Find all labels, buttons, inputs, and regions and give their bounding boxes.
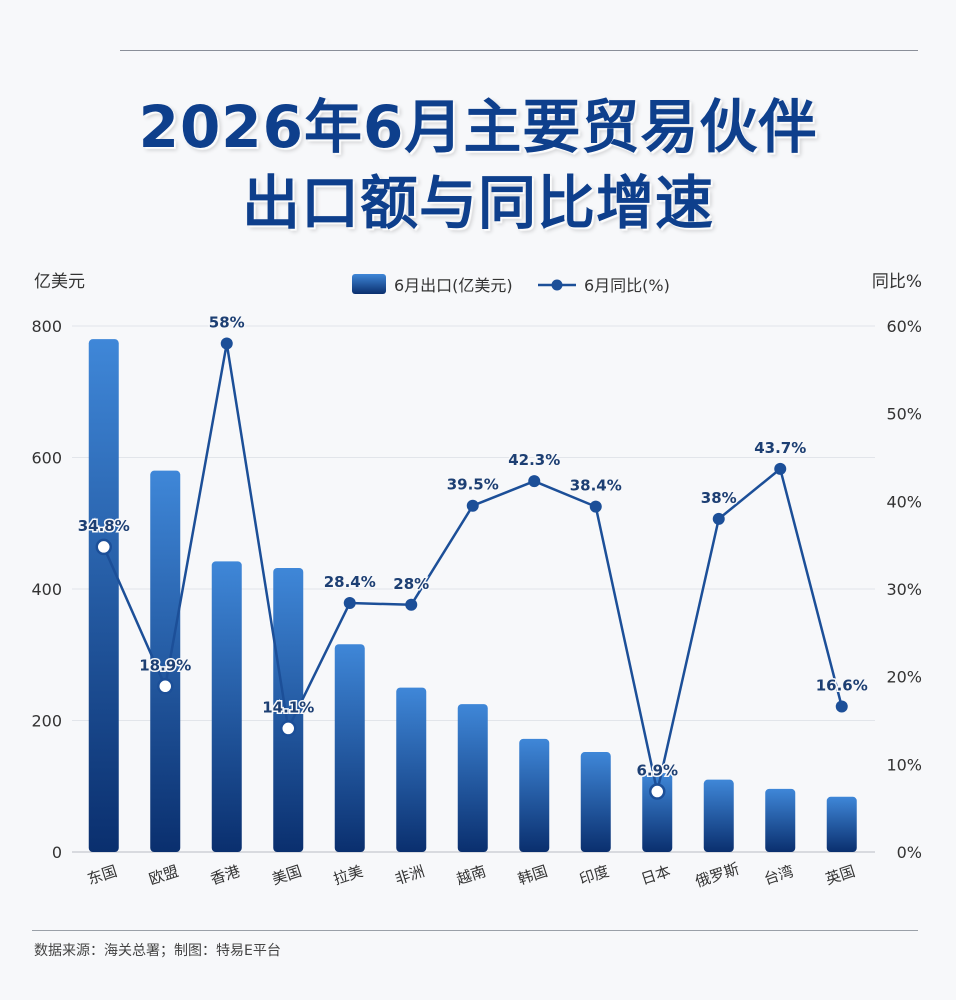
chart-title-line-1: 2026年6月主要贸易伙伴 xyxy=(138,93,818,161)
line-point xyxy=(712,512,725,525)
data-label: 6.9% xyxy=(636,762,678,780)
category-label: 非洲 xyxy=(393,862,427,888)
category-label: 英国 xyxy=(823,862,857,888)
category-label: 俄罗斯 xyxy=(693,860,741,891)
left-tick-label: 800 xyxy=(31,317,62,336)
bar xyxy=(273,567,304,852)
right-axis-label: 同比% xyxy=(872,272,922,292)
category-label: 美国 xyxy=(270,862,304,888)
line-point xyxy=(589,500,602,513)
data-label: 38.4% xyxy=(570,477,622,495)
bar xyxy=(396,687,427,852)
data-label: 39.5% xyxy=(447,476,499,494)
category-label: 印度 xyxy=(577,862,611,888)
line-point xyxy=(405,598,418,611)
left-tick-label: 600 xyxy=(31,449,62,468)
line-point xyxy=(280,720,297,737)
data-label: 58% xyxy=(209,314,245,332)
bar xyxy=(519,738,550,852)
right-tick-label: 50% xyxy=(886,405,922,424)
bottom-divider xyxy=(32,930,918,931)
bar xyxy=(457,704,488,852)
data-label: 18.9% xyxy=(139,656,191,674)
data-labels: 34.8% 18.9% 58% 14.1% 28.4% 28% 39.5% 42.3% 38.4… xyxy=(76,312,869,781)
right-tick-label: 20% xyxy=(886,668,922,687)
right-tick-label: 30% xyxy=(886,580,922,599)
left-tick-label: 0 xyxy=(52,843,62,862)
legend-bar-label: 6月出口(亿美元) xyxy=(394,276,513,295)
source-note: 数据来源：海关总署；制图：特易E平台 xyxy=(34,943,281,959)
right-tick-label: 40% xyxy=(886,492,922,511)
right-tick-label: 60% xyxy=(886,317,922,336)
legend: 6月出口(亿美元) 6月同比(%) xyxy=(352,274,670,295)
legend-line-marker xyxy=(551,279,563,291)
legend-line-label: 6月同比(%) xyxy=(584,276,670,295)
grid-lines xyxy=(72,325,875,721)
data-label: 28% xyxy=(393,575,429,593)
right-tick-label: 0% xyxy=(897,843,922,862)
data-label: 16.6% xyxy=(816,676,868,694)
bar-series xyxy=(88,339,857,852)
bar xyxy=(765,788,796,852)
left-tick-label: 400 xyxy=(31,580,62,599)
bar xyxy=(826,796,857,852)
category-label: 香港 xyxy=(208,862,242,888)
category-label: 台湾 xyxy=(762,862,796,888)
line-point xyxy=(220,337,233,350)
line-point xyxy=(157,678,174,695)
category-label: 东国 xyxy=(85,862,119,888)
bar xyxy=(88,339,119,852)
line-series xyxy=(95,337,848,800)
line-point xyxy=(649,783,666,800)
data-label: 42.3% xyxy=(508,451,560,469)
right-tick-label: 10% xyxy=(886,755,922,774)
bar xyxy=(580,752,611,852)
bar xyxy=(334,644,365,852)
bar xyxy=(211,561,242,852)
category-label: 越南 xyxy=(454,862,488,888)
data-label: 14.1% xyxy=(262,698,314,716)
line-point xyxy=(528,475,541,488)
category-label: 日本 xyxy=(639,862,673,888)
chart-title-line-2: 出口额与同比增速 xyxy=(241,169,714,237)
bar xyxy=(150,470,181,852)
line-point xyxy=(774,462,787,475)
top-divider xyxy=(120,50,918,51)
left-tick-label: 200 xyxy=(31,712,62,731)
line-point xyxy=(835,700,848,713)
data-label: 43.7% xyxy=(754,439,806,457)
data-label: 34.8% xyxy=(78,517,130,535)
line-point xyxy=(466,499,479,512)
left-axis-label: 亿美元 xyxy=(34,272,85,292)
legend-bar-swatch xyxy=(352,274,386,294)
category-label: 拉美 xyxy=(331,862,365,888)
data-label: 28.4% xyxy=(324,573,376,591)
line-point xyxy=(343,597,356,610)
data-label: 38% xyxy=(701,489,737,507)
bar xyxy=(703,779,734,852)
line-point xyxy=(95,538,112,556)
category-label: 韩国 xyxy=(516,862,550,888)
category-label: 欧盟 xyxy=(147,862,181,888)
